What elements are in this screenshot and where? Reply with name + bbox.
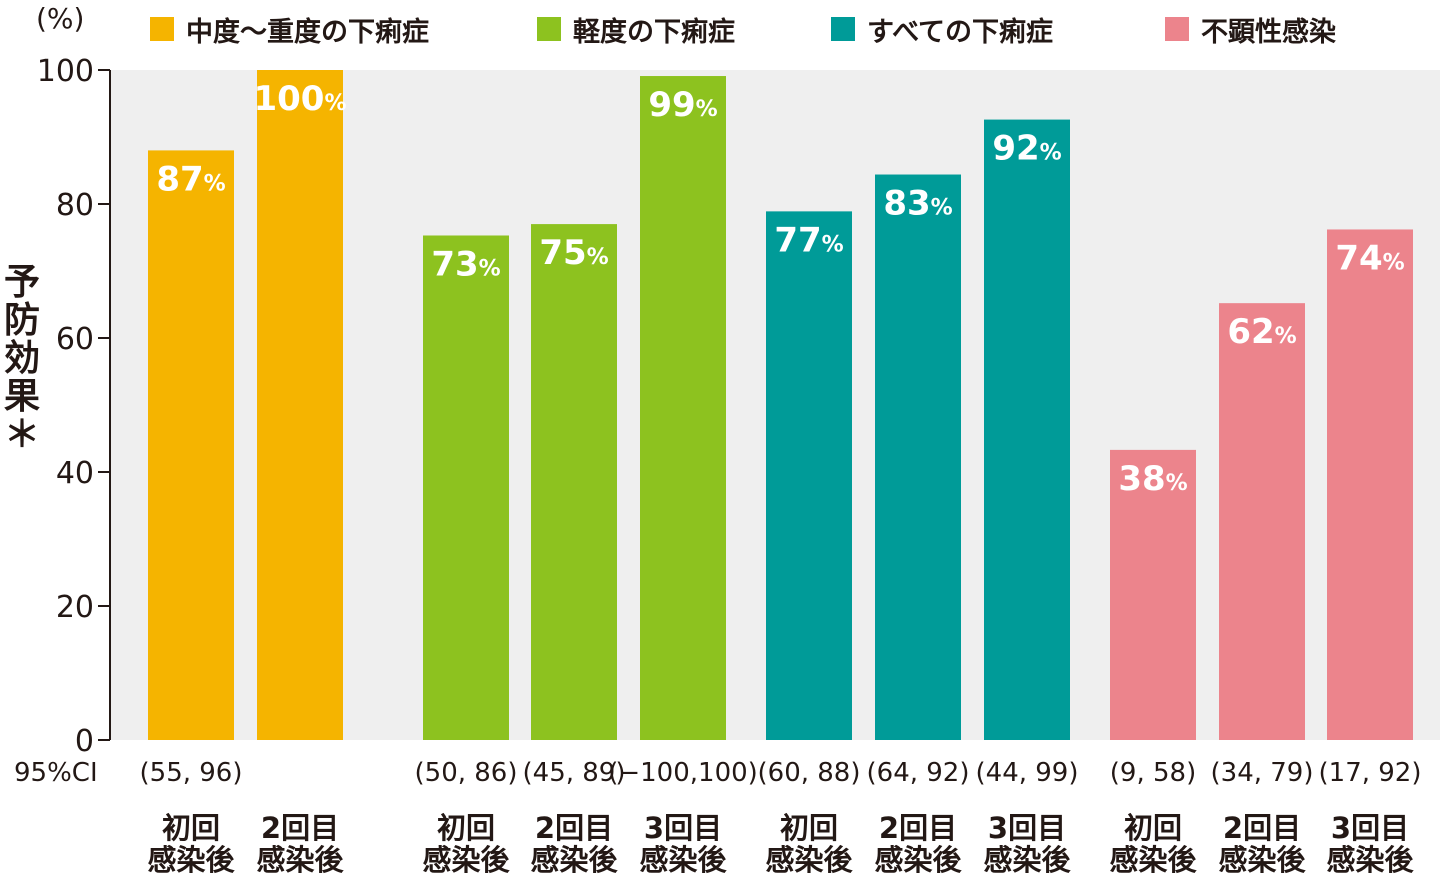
x-category-line1: 3回目 bbox=[1330, 811, 1410, 845]
x-category-line1: 2回目 bbox=[878, 811, 958, 845]
legend-swatch bbox=[150, 17, 174, 41]
legend-swatch bbox=[1165, 17, 1189, 41]
y-tick-label: 80 bbox=[56, 188, 94, 223]
bar bbox=[1219, 303, 1305, 740]
bar bbox=[531, 224, 617, 741]
x-category-line2: 感染後 bbox=[983, 843, 1071, 877]
x-category-line2: 感染後 bbox=[1218, 843, 1306, 877]
ci-label: (64, 92) bbox=[866, 758, 970, 788]
data-label: 38% bbox=[1118, 459, 1187, 499]
legend-swatch bbox=[537, 17, 561, 41]
x-category-line2: 感染後 bbox=[422, 843, 510, 877]
data-label: 77% bbox=[774, 220, 843, 260]
x-category-label: 2回目 感染後 bbox=[1202, 812, 1322, 876]
legend-item: 軽度の下痢症 bbox=[537, 12, 735, 48]
ci-label: (60, 88) bbox=[757, 758, 861, 788]
bar bbox=[875, 174, 961, 740]
legend-label: 不顕性感染 bbox=[1201, 16, 1336, 48]
bar bbox=[148, 150, 234, 740]
x-category-line2: 感染後 bbox=[147, 843, 235, 877]
bar bbox=[1327, 229, 1413, 740]
ci-label: (17, 92) bbox=[1318, 758, 1422, 788]
y-tick-label: 20 bbox=[56, 590, 94, 625]
legend-item: 不顕性感染 bbox=[1165, 12, 1336, 48]
ci-label: (50, 86) bbox=[414, 758, 518, 788]
x-category-line1: 2回目 bbox=[534, 811, 614, 845]
bar bbox=[766, 211, 852, 740]
y-axis-label: 予防効果＊ bbox=[3, 262, 40, 455]
ci-label: (55, 96) bbox=[139, 758, 243, 788]
x-category-line2: 感染後 bbox=[639, 843, 727, 877]
x-category-line1: 初回 bbox=[779, 811, 838, 845]
bar bbox=[257, 70, 343, 740]
bar bbox=[640, 76, 726, 740]
x-category-line2: 感染後 bbox=[530, 843, 618, 877]
legend-item: 中度〜重度の下痢症 bbox=[150, 12, 429, 48]
ci-label: (9, 58) bbox=[1109, 758, 1197, 788]
ci-label: (44, 99) bbox=[975, 758, 1079, 788]
y-axis-unit: (%) bbox=[36, 2, 85, 35]
x-category-line1: 3回目 bbox=[987, 811, 1067, 845]
data-label: 75% bbox=[539, 233, 608, 273]
x-category-line2: 感染後 bbox=[765, 843, 853, 877]
bar bbox=[984, 119, 1070, 740]
data-label: 62% bbox=[1227, 312, 1296, 352]
legend-item: すべての下痢症 bbox=[831, 12, 1054, 48]
x-category-line2: 感染後 bbox=[256, 843, 344, 877]
x-category-line2: 感染後 bbox=[1109, 843, 1197, 877]
ci-title: 95%CI bbox=[14, 758, 98, 788]
x-category-line1: 初回 bbox=[436, 811, 495, 845]
data-label: 74% bbox=[1335, 238, 1404, 278]
legend-swatch bbox=[831, 17, 855, 41]
ci-label: (−100,100) bbox=[608, 758, 758, 788]
y-tick-label: 100 bbox=[37, 54, 94, 89]
x-category-line1: 初回 bbox=[1123, 811, 1182, 845]
x-category-label: 3回目 感染後 bbox=[967, 812, 1087, 876]
x-category-label: 初回 感染後 bbox=[406, 812, 526, 876]
legend-label: 軽度の下痢症 bbox=[573, 16, 735, 48]
x-category-line1: 初回 bbox=[161, 811, 220, 845]
x-category-line1: 2回目 bbox=[1222, 811, 1302, 845]
data-label: 100% bbox=[253, 79, 346, 119]
x-category-label: 3回目 感染後 bbox=[623, 812, 743, 876]
bar bbox=[423, 235, 509, 741]
x-category-label: 2回目 感染後 bbox=[858, 812, 978, 876]
ci-label: (45, 89) bbox=[522, 758, 626, 788]
x-category-line1: 2回目 bbox=[260, 811, 340, 845]
legend-label: すべての下痢症 bbox=[867, 16, 1054, 48]
x-category-line2: 感染後 bbox=[874, 843, 962, 877]
x-category-label: 2回目 感染後 bbox=[514, 812, 634, 876]
data-label: 87% bbox=[156, 159, 225, 199]
x-category-line2: 感染後 bbox=[1326, 843, 1414, 877]
data-label: 83% bbox=[883, 184, 952, 224]
legend-label: 中度〜重度の下痢症 bbox=[186, 16, 429, 48]
x-category-label: 2回目 感染後 bbox=[240, 812, 360, 876]
data-label: 99% bbox=[648, 85, 717, 125]
x-category-label: 初回 感染後 bbox=[749, 812, 869, 876]
x-category-line1: 3回目 bbox=[643, 811, 723, 845]
y-tick-label: 60 bbox=[56, 322, 94, 357]
x-category-label: 初回 感染後 bbox=[131, 812, 251, 876]
x-category-label: 3回目 感染後 bbox=[1310, 812, 1430, 876]
data-label: 73% bbox=[431, 244, 500, 284]
y-tick-label: 40 bbox=[56, 456, 94, 491]
ci-label: (34, 79) bbox=[1210, 758, 1314, 788]
x-category-label: 初回 感染後 bbox=[1093, 812, 1213, 876]
y-tick-label: 0 bbox=[75, 724, 94, 759]
bar bbox=[1110, 449, 1196, 740]
data-label: 92% bbox=[992, 129, 1061, 169]
